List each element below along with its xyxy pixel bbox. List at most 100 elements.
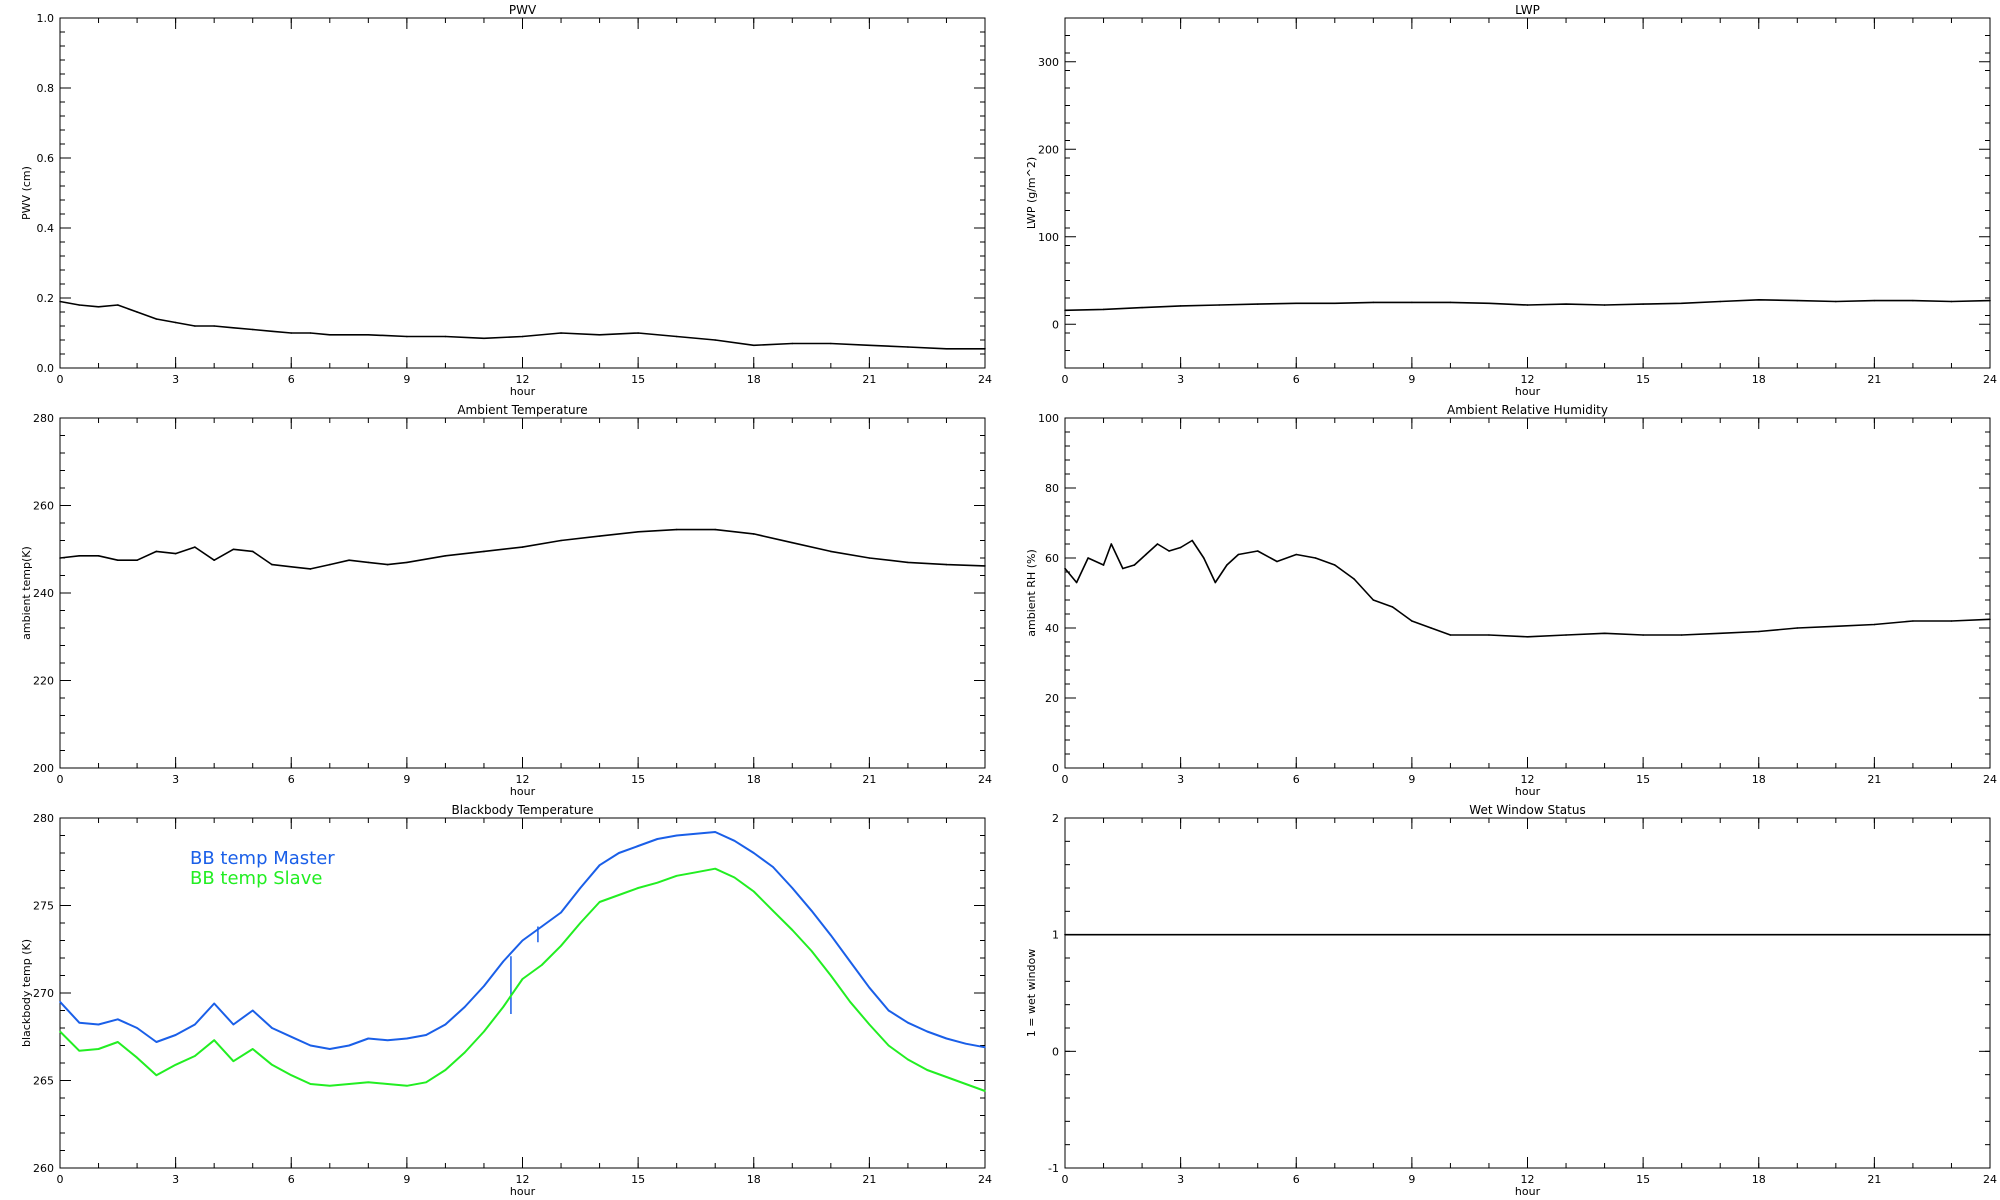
plot-frame bbox=[1064, 417, 1991, 769]
data-point bbox=[59, 1000, 61, 1003]
data-point bbox=[1796, 299, 1799, 302]
data-point bbox=[714, 528, 717, 531]
x-tick-label: 24 bbox=[1983, 1173, 1997, 1186]
data-point bbox=[1122, 567, 1124, 570]
data-point bbox=[463, 1051, 466, 1054]
data-point bbox=[1333, 564, 1336, 566]
data-point bbox=[1237, 553, 1240, 556]
data-point bbox=[251, 1009, 254, 1012]
data-point bbox=[194, 1055, 196, 1057]
y-tick-label: 0.6 bbox=[37, 152, 55, 165]
data-point bbox=[444, 1069, 447, 1071]
data-point bbox=[1202, 557, 1205, 559]
x-tick-label: 3 bbox=[172, 373, 179, 386]
chart-title: Blackbody Temperature bbox=[452, 803, 594, 817]
y-axis-label: PWV (cm) bbox=[20, 166, 33, 220]
data-point bbox=[463, 1006, 466, 1008]
panel-bb-temp: 0 3 6 9 12 15 18 21 24 260 265 270 275 280 Blackbody T… bbox=[20, 803, 992, 1198]
data-point bbox=[174, 1063, 177, 1066]
data-point bbox=[926, 1069, 928, 1071]
y-axis-label: ambient temp(K) bbox=[20, 546, 33, 640]
x-tick-label: 15 bbox=[1636, 373, 1650, 386]
data-point bbox=[1333, 302, 1336, 305]
data-point bbox=[328, 333, 331, 336]
data-point bbox=[348, 1044, 350, 1047]
data-point bbox=[1565, 634, 1567, 636]
data-point bbox=[174, 1034, 177, 1036]
data-point bbox=[521, 335, 524, 338]
x-tick-label: 18 bbox=[1752, 1173, 1766, 1186]
data-point bbox=[772, 909, 774, 912]
panel-ambient-temp: 0 3 6 9 12 15 18 21 24 200 220 240 260 280 Ambient Tem… bbox=[20, 403, 992, 798]
data-point bbox=[695, 832, 697, 835]
data-point bbox=[945, 1076, 948, 1078]
data-point bbox=[1276, 560, 1278, 563]
data-point bbox=[444, 1023, 447, 1026]
data-point bbox=[579, 922, 582, 924]
data-point bbox=[1603, 632, 1606, 635]
data-point bbox=[367, 333, 370, 336]
data-point bbox=[59, 557, 61, 559]
data-point bbox=[1757, 298, 1760, 301]
data-point bbox=[348, 559, 350, 561]
x-tick-label: 0 bbox=[1062, 373, 1069, 386]
series-line-1 bbox=[59, 867, 986, 1092]
x-tick-label: 21 bbox=[1867, 1173, 1881, 1186]
data-point bbox=[849, 960, 851, 963]
x-tick-label: 6 bbox=[288, 1173, 295, 1186]
data-point bbox=[945, 347, 948, 350]
data-point bbox=[1950, 620, 1953, 622]
data-point bbox=[328, 563, 331, 566]
x-tick-label: 15 bbox=[1636, 773, 1650, 786]
data-point bbox=[1411, 301, 1413, 304]
x-tick-label: 18 bbox=[747, 1173, 761, 1186]
y-tick-label: 240 bbox=[33, 587, 54, 600]
data-point bbox=[926, 1030, 928, 1033]
data-point bbox=[830, 974, 832, 977]
data-point bbox=[309, 568, 312, 570]
data-point bbox=[598, 901, 601, 903]
data-point bbox=[810, 950, 813, 952]
data-point bbox=[830, 550, 832, 553]
data-point bbox=[1449, 634, 1452, 636]
y-tick-label: 270 bbox=[33, 987, 54, 1000]
data-point bbox=[232, 326, 235, 329]
x-tick-label: 9 bbox=[403, 1173, 410, 1186]
data-point bbox=[656, 881, 659, 884]
x-tick-label: 15 bbox=[631, 773, 645, 786]
data-point bbox=[136, 1056, 138, 1059]
data-point bbox=[213, 1039, 215, 1042]
data-point bbox=[772, 866, 774, 868]
data-point bbox=[406, 1037, 408, 1040]
x-tick-label: 9 bbox=[403, 373, 410, 386]
x-tick-label: 12 bbox=[516, 373, 530, 386]
data-point bbox=[78, 304, 81, 306]
data-point bbox=[1314, 557, 1317, 559]
data-point bbox=[868, 557, 871, 559]
y-tick-label: 40 bbox=[1045, 622, 1059, 635]
data-point bbox=[1110, 543, 1113, 545]
data-point bbox=[560, 911, 562, 914]
data-point bbox=[1757, 630, 1760, 633]
data-point bbox=[1989, 299, 1991, 302]
data-point bbox=[502, 960, 505, 963]
data-point bbox=[907, 561, 909, 564]
y-tick-label: -1 bbox=[1048, 1162, 1059, 1175]
y-tick-label: 2 bbox=[1052, 812, 1059, 825]
series-line-0 bbox=[1064, 539, 1991, 638]
data-point bbox=[675, 874, 678, 877]
y-tick-label: 260 bbox=[33, 1162, 54, 1175]
data-point bbox=[579, 887, 582, 889]
x-tick-label: 0 bbox=[57, 773, 64, 786]
x-axis-label: hour bbox=[1515, 1185, 1541, 1198]
x-tick-label: 24 bbox=[978, 373, 992, 386]
data-point bbox=[830, 342, 832, 345]
data-point bbox=[1488, 302, 1490, 305]
data-point bbox=[367, 1037, 370, 1040]
data-point bbox=[540, 964, 543, 966]
data-point bbox=[1430, 627, 1432, 629]
y-tick-label: 0.0 bbox=[37, 362, 55, 375]
x-axis-label: hour bbox=[510, 1185, 536, 1198]
data-point bbox=[1642, 634, 1644, 636]
data-point bbox=[1256, 550, 1259, 552]
